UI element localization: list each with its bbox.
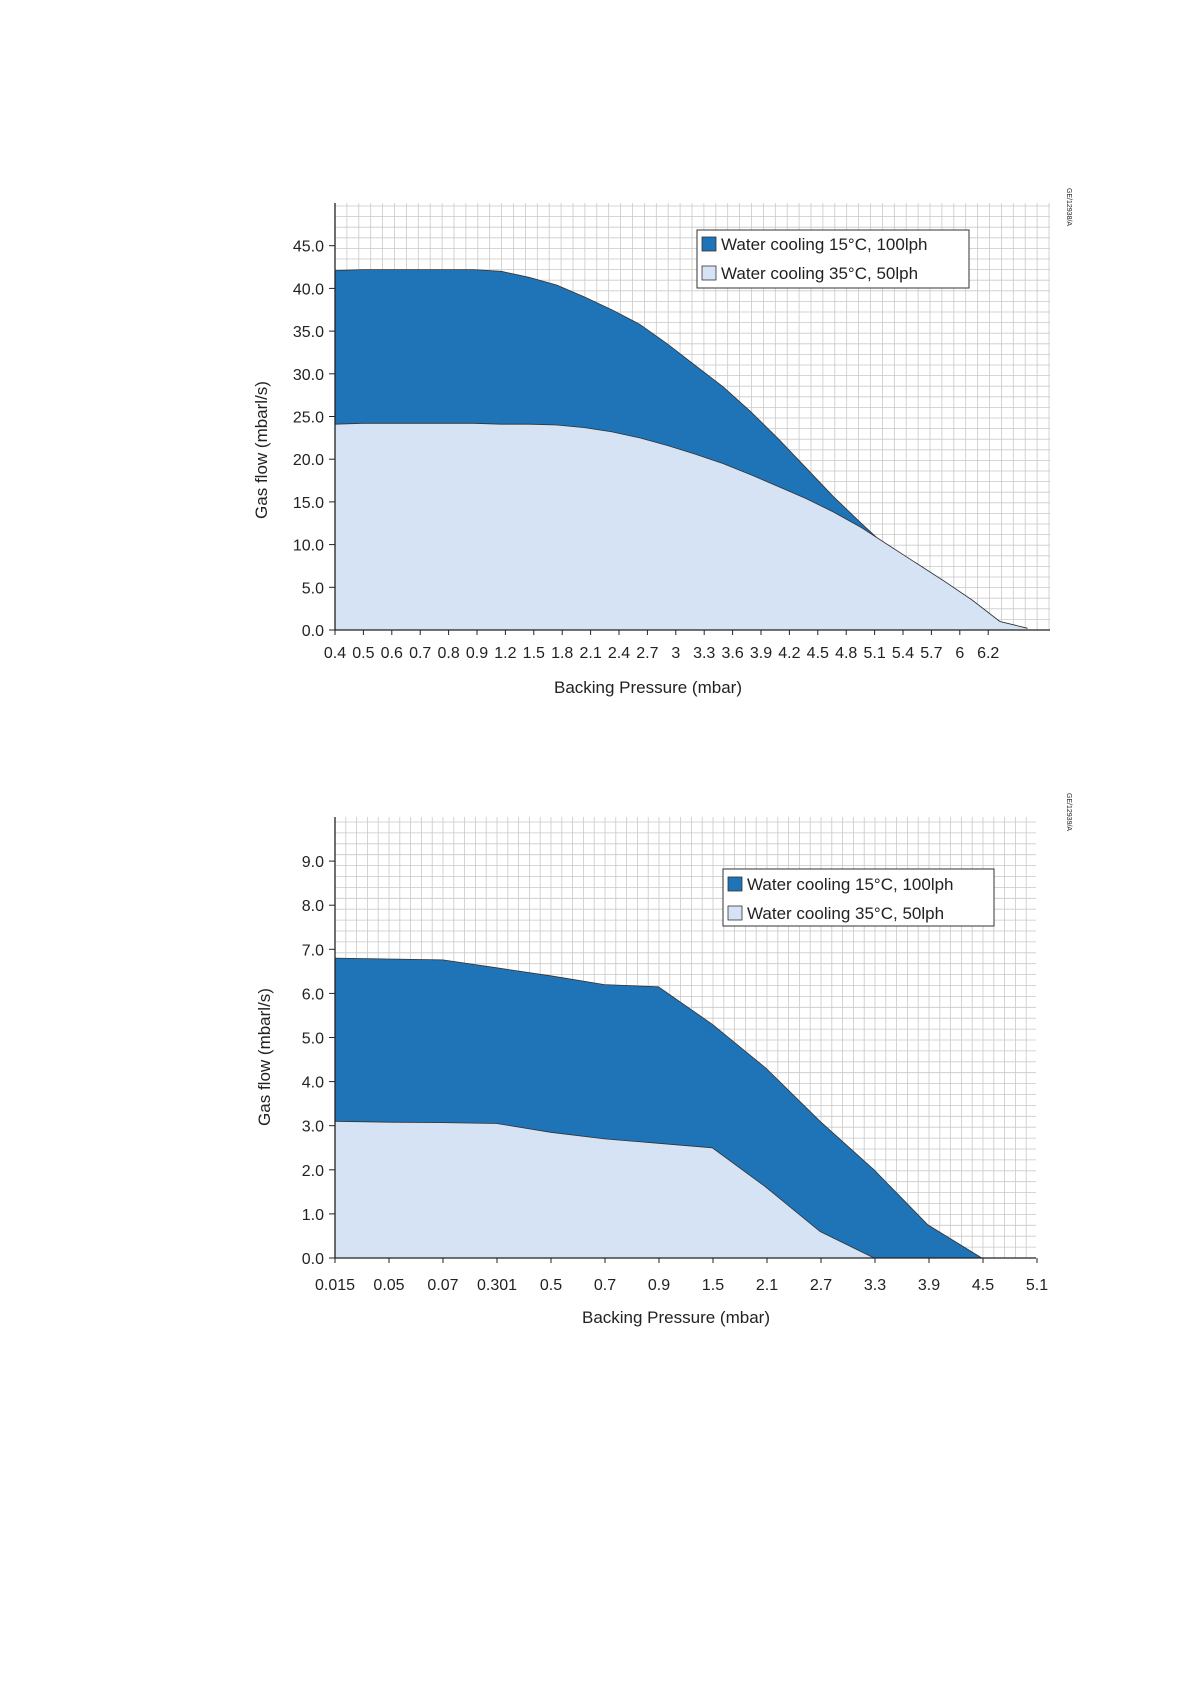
x-tick-label: 2.4	[608, 645, 630, 662]
x-tick-label: 1.5	[523, 645, 545, 662]
chart-1-areas	[334, 269, 1028, 630]
chart-1-y-axis-title: Gas flow (mbarl/s)	[252, 381, 271, 519]
x-tick-label: 3.6	[721, 645, 743, 662]
legend-swatch-series-2	[701, 265, 717, 281]
y-tick-label: 2.0	[302, 1163, 324, 1180]
series-area-2	[335, 423, 1028, 630]
y-tick-label: 5.0	[302, 1031, 324, 1048]
y-tick-label: 25.0	[293, 410, 324, 427]
x-tick-label: 0.5	[540, 1277, 562, 1294]
x-tick-label: 2.7	[810, 1277, 832, 1294]
x-tick-label: 0.05	[373, 1277, 404, 1294]
chart-1-legend: Water cooling 15°C, 100lph Water cooling…	[696, 229, 970, 289]
y-tick-label: 20.0	[293, 452, 324, 469]
x-tick-label: 6.2	[977, 645, 999, 662]
x-tick-label: 1.2	[494, 645, 516, 662]
y-tick-label: 35.0	[293, 324, 324, 341]
chart-2-y-axis-title: Gas flow (mbarl/s)	[255, 988, 274, 1126]
x-tick-label: 4.5	[972, 1277, 994, 1294]
x-tick-label: 5.1	[1026, 1277, 1048, 1294]
x-tick-label: 3.3	[693, 645, 715, 662]
x-tick-label: 3.3	[864, 1277, 886, 1294]
y-tick-label: 6.0	[302, 986, 324, 1003]
x-tick-label: 3	[671, 645, 680, 662]
x-tick-label: 6	[955, 645, 964, 662]
x-tick-label: 0.8	[437, 645, 459, 662]
y-tick-label: 0.0	[302, 1251, 324, 1268]
y-tick-label: 15.0	[293, 495, 324, 512]
x-tick-label: 4.8	[835, 645, 857, 662]
y-tick-label: 3.0	[302, 1119, 324, 1136]
x-tick-label: 0.9	[466, 645, 488, 662]
y-tick-label: 30.0	[293, 367, 324, 384]
y-tick-label: 7.0	[302, 942, 324, 959]
y-tick-label: 10.0	[293, 538, 324, 555]
x-tick-label: 1.5	[702, 1277, 724, 1294]
chart-2-x-ticks: 0.015 0.05 0.07 0.301 0.5 0.7 0.9 1.5 2.1 2.7 3.3 3…	[315, 1258, 1048, 1294]
series-outline-2	[334, 422, 1028, 629]
chart-2-legend: Water cooling 15°C, 100lph Water cooling…	[722, 868, 995, 927]
x-tick-label: 0.9	[648, 1277, 670, 1294]
chart-2: 0.0 1.0 2.0 3.0 4.0 5.0 6.0 7.0 8.0 9.0 0.015 0.05…	[255, 793, 1072, 1327]
x-tick-label: 0.5	[352, 645, 374, 662]
y-tick-label: 5.0	[302, 580, 324, 597]
chart-1: 0.0 5.0 10.0 15.0 20.0 25.0 30.0 35.0 40.0 45.0 0…	[252, 188, 1072, 697]
series-area-2	[335, 1121, 982, 1258]
chart-1-y-ticks: 0.0 5.0 10.0 15.0 20.0 25.0 30.0 35.0 40.0 45.0	[293, 239, 335, 640]
legend-box	[722, 868, 995, 927]
legend-swatch-series-2	[727, 905, 743, 921]
x-tick-label: 0.015	[315, 1277, 355, 1294]
chart-1-x-axis-title: Backing Pressure (mbar)	[554, 678, 742, 697]
x-tick-label: 5.1	[863, 645, 885, 662]
chart-2-drawing-code: GE/12939/A	[1065, 793, 1072, 831]
legend-label-series-2: Water cooling 35°C, 50lph	[747, 904, 944, 923]
chart-1-drawing-code: GE/12938/A	[1065, 188, 1072, 226]
x-tick-label: 4.2	[778, 645, 800, 662]
legend-swatch-series-1	[727, 876, 743, 892]
legend-label-series-2: Water cooling 35°C, 50lph	[721, 264, 918, 283]
y-tick-label: 1.0	[302, 1207, 324, 1224]
x-tick-label: 5.4	[892, 645, 914, 662]
x-tick-label: 3.9	[918, 1277, 940, 1294]
x-tick-label: 4.5	[807, 645, 829, 662]
y-tick-label: 4.0	[302, 1075, 324, 1092]
x-tick-label: 3.9	[750, 645, 772, 662]
y-tick-label: 0.0	[302, 623, 324, 640]
series-outline-1	[334, 957, 983, 1259]
x-tick-label: 0.4	[324, 645, 346, 662]
y-tick-label: 8.0	[302, 898, 324, 915]
x-tick-label: 0.7	[409, 645, 431, 662]
y-tick-label: 45.0	[293, 239, 324, 256]
chart-2-areas	[334, 957, 983, 1259]
x-tick-label: 2.1	[579, 645, 601, 662]
x-tick-label: 0.6	[381, 645, 403, 662]
x-tick-label: 1.8	[551, 645, 573, 662]
y-tick-label: 40.0	[293, 281, 324, 298]
chart-2-x-axis-title: Backing Pressure (mbar)	[582, 1308, 770, 1327]
legend-box	[696, 229, 970, 289]
legend-label-series-1: Water cooling 15°C, 100lph	[747, 875, 954, 894]
y-tick-label: 9.0	[302, 854, 324, 871]
chart-1-x-ticks: 0.4 0.5 0.6 0.7 0.8 0.9 1.2 1.5 1.8 2.1 2.4 2.7 3 3.3…	[324, 630, 999, 662]
x-tick-label: 0.7	[594, 1277, 616, 1294]
x-tick-label: 5.7	[920, 645, 942, 662]
x-tick-label: 0.301	[477, 1277, 517, 1294]
x-tick-label: 0.07	[427, 1277, 458, 1294]
x-tick-label: 2.7	[636, 645, 658, 662]
x-tick-label: 2.1	[756, 1277, 778, 1294]
chart-2-y-ticks: 0.0 1.0 2.0 3.0 4.0 5.0 6.0 7.0 8.0 9.0	[302, 854, 335, 1268]
legend-label-series-1: Water cooling 15°C, 100lph	[721, 235, 928, 254]
legend-swatch-series-1	[701, 236, 717, 252]
